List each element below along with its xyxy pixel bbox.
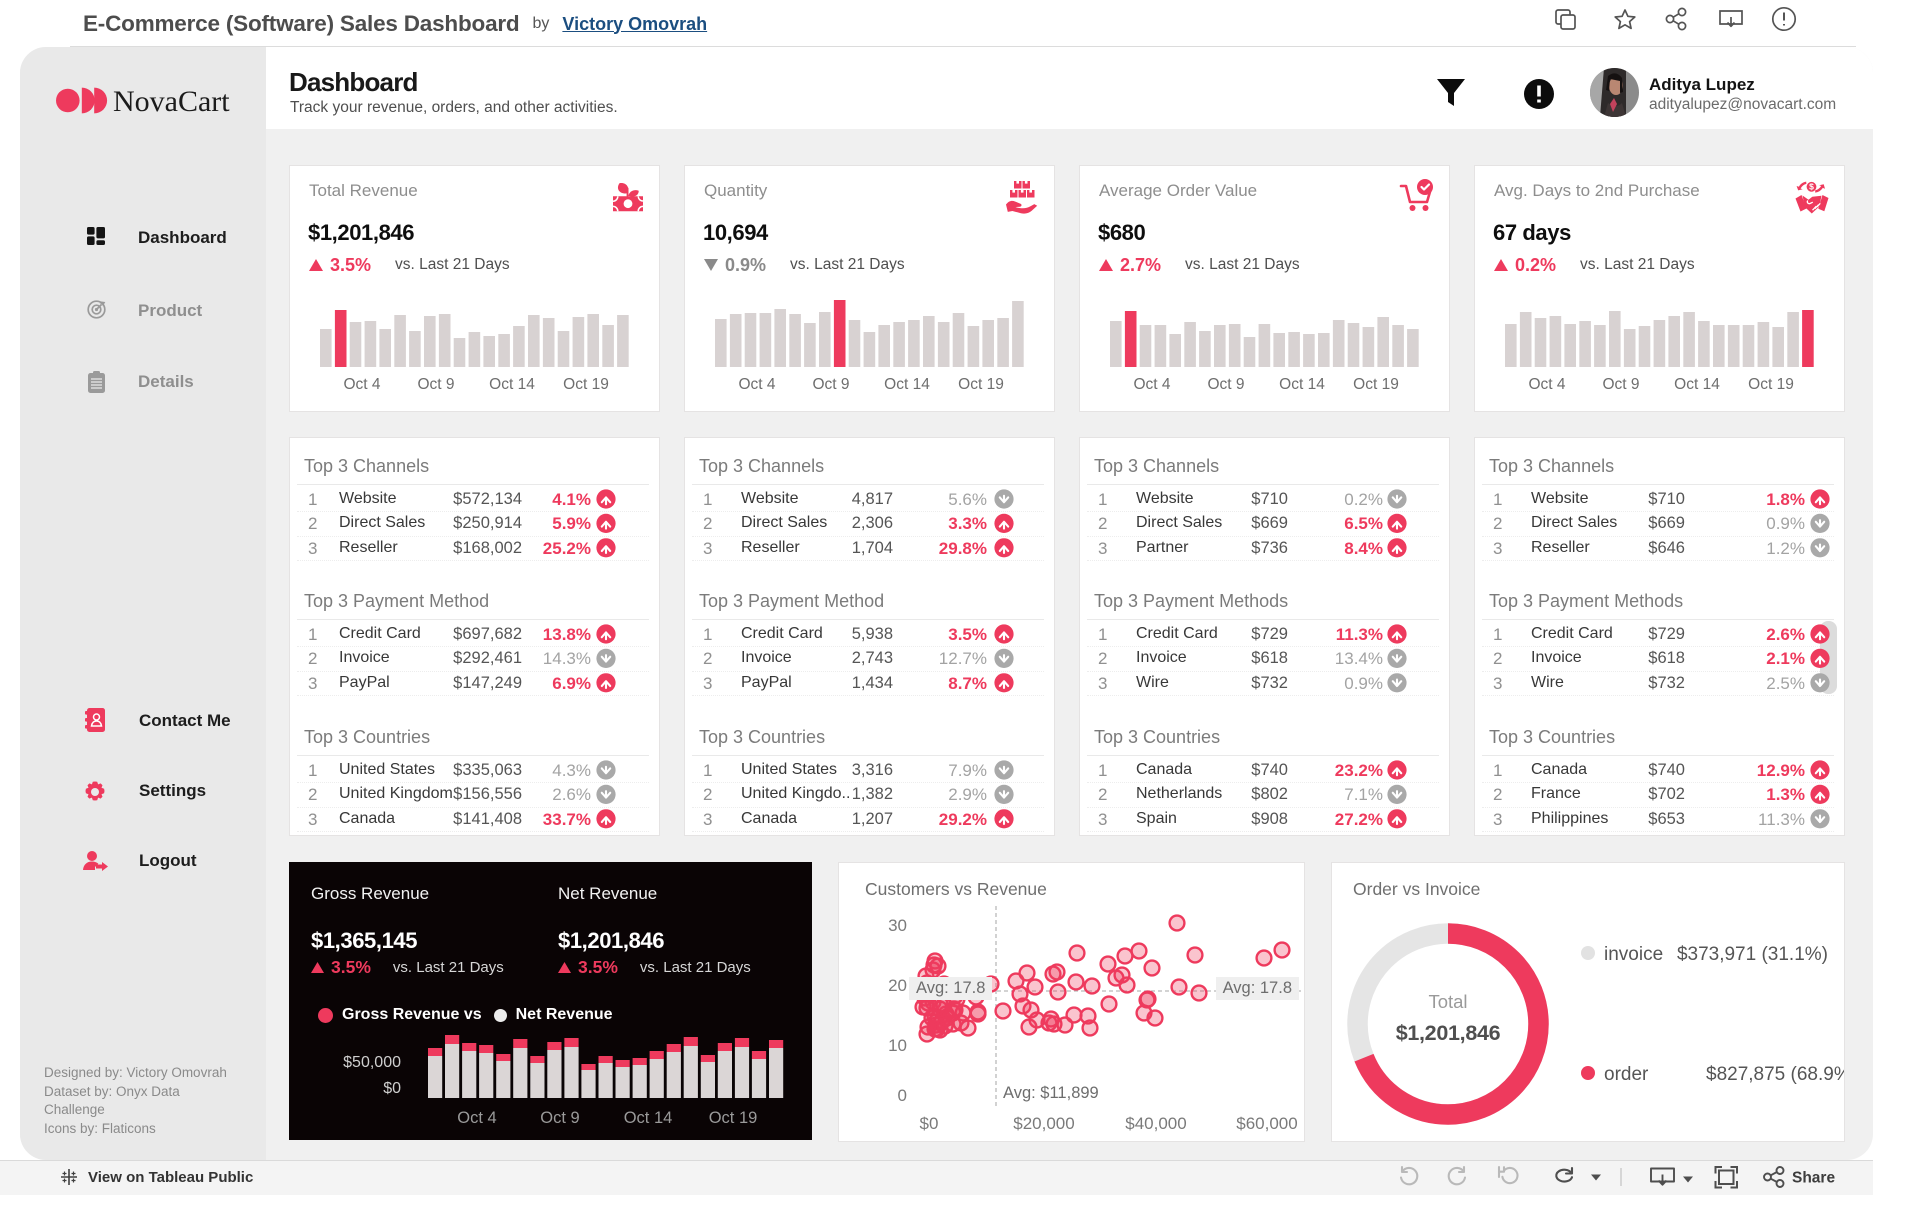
svg-text:Share: Share (1792, 1170, 1835, 1187)
svg-text:$: $ (1809, 182, 1814, 192)
